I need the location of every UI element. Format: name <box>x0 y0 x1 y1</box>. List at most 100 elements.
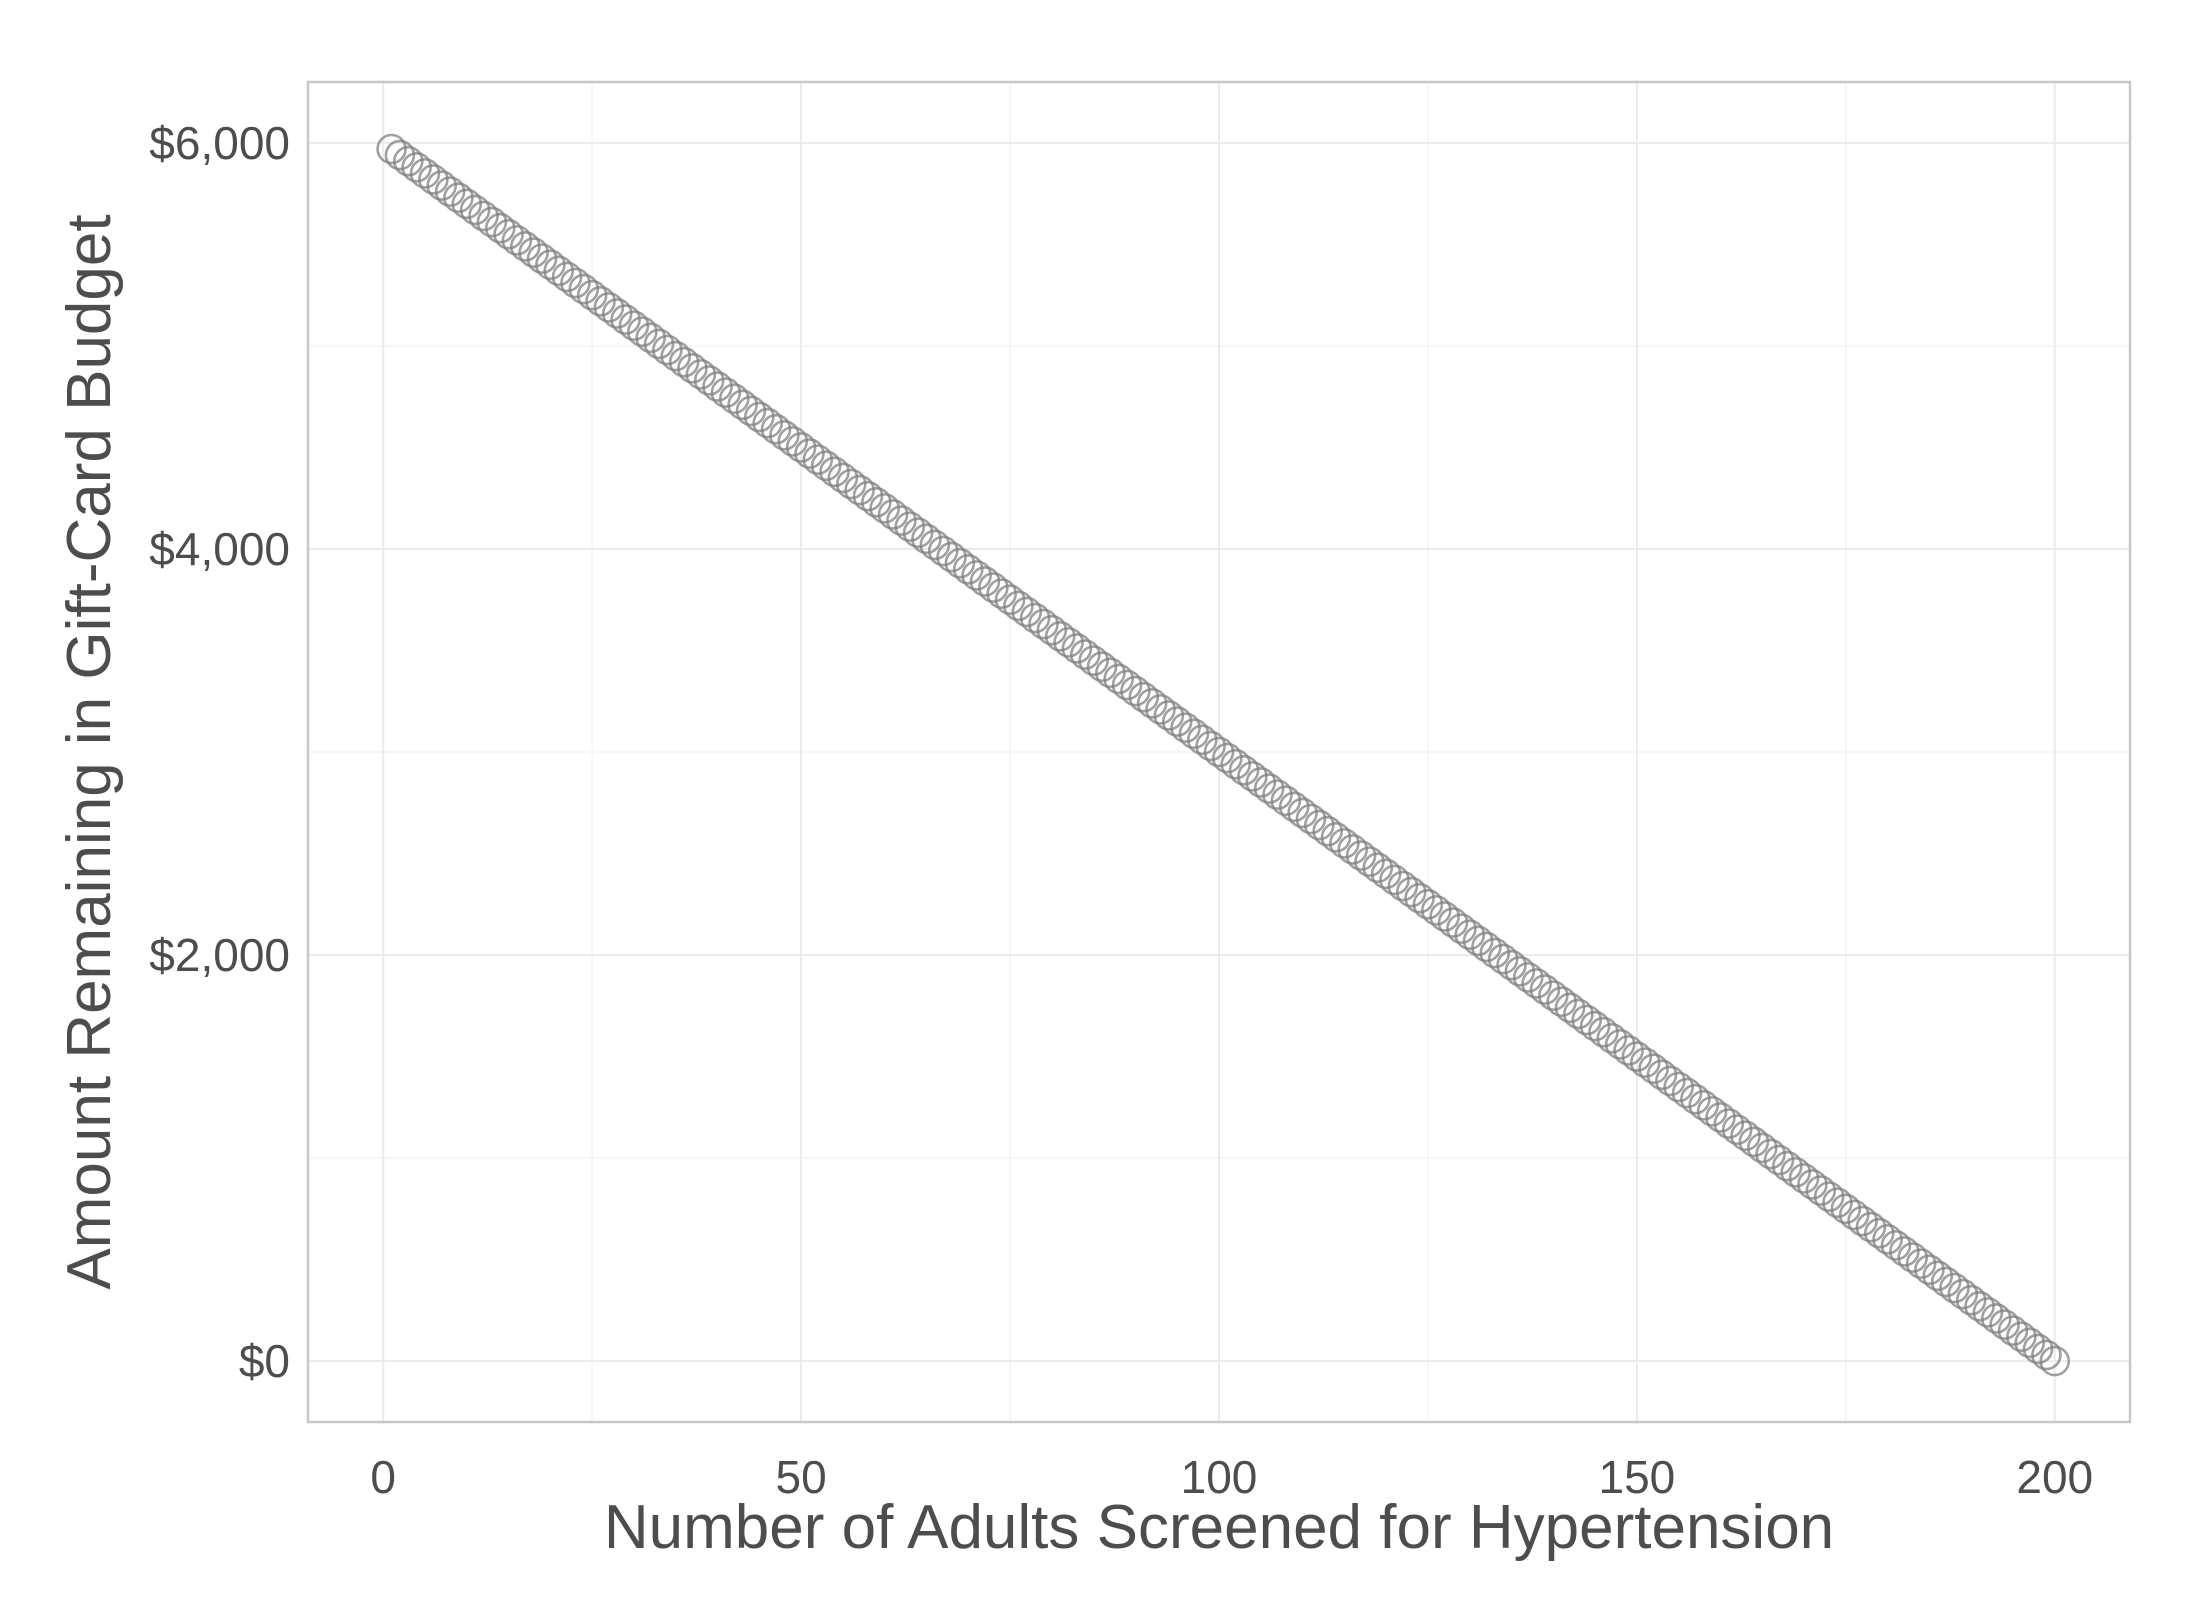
data-point <box>1721 1114 1753 1145</box>
data-point <box>1095 657 1126 689</box>
data-point <box>1738 1126 1770 1158</box>
data-point <box>1872 1223 1903 1255</box>
data-point <box>1036 614 1068 646</box>
data-point <box>1504 955 1536 987</box>
data-point <box>459 194 491 226</box>
data-point <box>627 316 658 348</box>
data-point <box>1278 791 1310 823</box>
x-tick-label: 0 <box>370 1451 396 1503</box>
data-point <box>1680 1083 1711 1115</box>
data-point <box>1922 1260 1954 1292</box>
data-point <box>861 486 892 518</box>
data-point <box>1713 1108 1745 1139</box>
data-point <box>902 517 934 549</box>
data-point <box>1780 1156 1811 1188</box>
data-point <box>844 474 875 506</box>
y-tick-label: $2,000 <box>149 929 290 981</box>
y-tick-label: $4,000 <box>149 523 290 575</box>
x-axis-tick-labels: 0 50 100 150 200 <box>370 1451 2093 1503</box>
data-point <box>1153 700 1185 731</box>
data-point <box>468 200 499 232</box>
data-point <box>1538 980 1569 1011</box>
data-point <box>919 529 951 561</box>
data-point <box>1329 828 1360 859</box>
data-point <box>1354 846 1385 877</box>
data-point <box>1387 870 1419 902</box>
major-gridlines <box>308 82 2130 1422</box>
data-point <box>668 346 700 378</box>
data-point <box>1847 1205 1878 1237</box>
data-point <box>1412 888 1444 920</box>
x-tick-label: 100 <box>1181 1451 1258 1503</box>
data-point <box>1629 1047 1661 1078</box>
data-point <box>643 328 675 360</box>
data-point <box>1421 895 1452 926</box>
data-point <box>593 292 625 323</box>
data-point <box>1746 1132 1778 1164</box>
data-point <box>1797 1169 1828 1200</box>
data-point <box>1103 663 1135 695</box>
data-point <box>1563 998 1594 1030</box>
data-point <box>1370 858 1402 890</box>
data-point <box>969 566 1001 597</box>
data-point <box>1395 876 1427 908</box>
data-point <box>1822 1187 1853 1219</box>
x-tick-label: 200 <box>2016 1451 2093 1503</box>
data-point <box>1889 1236 1920 1267</box>
data-point <box>961 560 992 591</box>
data-point <box>551 261 583 293</box>
data-point <box>1111 669 1143 701</box>
data-point <box>1044 620 1076 652</box>
data-point <box>1830 1193 1862 1225</box>
data-point <box>2039 1345 2071 1377</box>
data-point <box>1964 1290 1995 1322</box>
data-point <box>1638 1053 1669 1085</box>
data-point <box>744 401 775 433</box>
data-point <box>1253 773 1285 804</box>
data-point <box>1429 901 1460 932</box>
data-point <box>1554 992 1586 1024</box>
data-point <box>1003 590 1034 622</box>
data-point <box>1078 645 1109 676</box>
data-point <box>1788 1163 1820 1194</box>
data-point <box>1588 1016 1619 1048</box>
data-point <box>1939 1272 1970 1304</box>
data-point <box>1262 779 1293 810</box>
data-point <box>526 243 558 274</box>
data-point <box>1303 809 1335 841</box>
data-point <box>1863 1217 1895 1249</box>
data-point <box>1613 1035 1644 1066</box>
y-axis-title: Amount Remaining in Gift-Card Budget <box>55 214 124 1289</box>
data-point <box>718 383 750 415</box>
data-point <box>827 462 859 494</box>
data-point <box>911 523 942 555</box>
data-point <box>1362 852 1394 884</box>
data-point <box>1596 1022 1628 1054</box>
data-point <box>484 212 516 244</box>
data-point <box>510 231 541 262</box>
data-point <box>443 182 474 214</box>
data-point <box>1671 1077 1703 1109</box>
data-point <box>777 426 809 457</box>
data-point <box>1161 706 1193 737</box>
data-point <box>1320 821 1352 853</box>
data-point <box>1404 882 1435 914</box>
plot-panel-border <box>306 80 2132 1424</box>
data-point <box>635 322 666 354</box>
data-point <box>418 164 449 195</box>
data-point <box>1772 1150 1803 1182</box>
data-point <box>752 407 783 439</box>
data-point <box>585 285 616 317</box>
data-point <box>1011 596 1043 628</box>
data-point <box>434 176 466 207</box>
y-tick-label: $6,000 <box>149 117 290 169</box>
x-tick-label: 50 <box>776 1451 827 1503</box>
data-point <box>1621 1041 1653 1072</box>
data-point <box>376 133 407 165</box>
data-point <box>426 170 458 201</box>
data-point <box>1546 986 1577 1018</box>
data-point <box>660 340 692 372</box>
data-point <box>810 450 842 482</box>
data-point <box>1203 736 1235 768</box>
data-point <box>944 547 976 579</box>
